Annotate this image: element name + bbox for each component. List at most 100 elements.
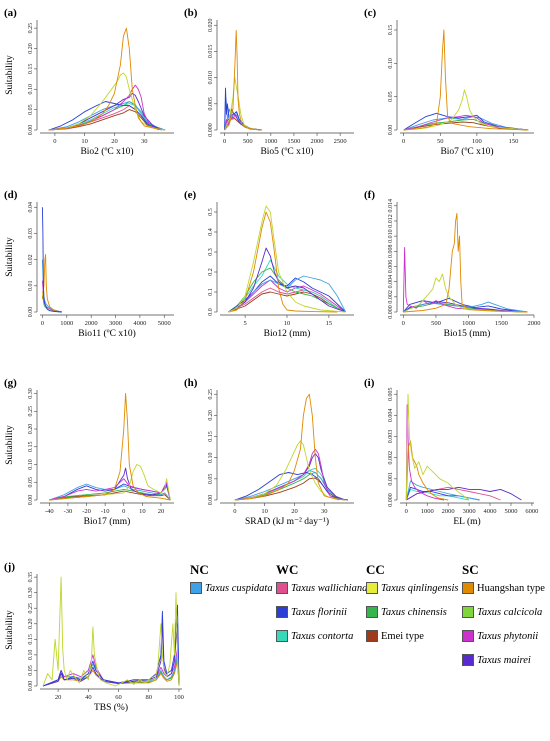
panel-tag: (c) (364, 7, 377, 19)
x-axis-label: Bio17 (mm) (84, 516, 131, 527)
y-tick-label: 0.1 (208, 288, 214, 296)
x-tick-label: 10 (81, 138, 88, 145)
panel-c: (c) Bio7 (ºC x10) 0.00 0.05 0.10 0.15 0 50 100 15… (364, 7, 534, 157)
y-tick-label: 0.006 (388, 260, 394, 274)
panel-d: (d) Suitability Bio11 (ºC x10) 0.00 0.01 0.02… (4, 189, 174, 339)
panel-tag: (a) (4, 7, 17, 19)
y-tick-label: 0.05 (28, 477, 34, 488)
legend-swatch (276, 582, 288, 594)
legend-label: Taxus wallichiana (291, 582, 368, 594)
y-tick-label: 0.15 (28, 64, 34, 75)
legend: NC Taxus cuspidata WC Taxus wallichiana Taxu… (190, 562, 550, 682)
x-tick-label: 2000 (311, 138, 324, 145)
legend-item: Taxus wallichiana (276, 582, 367, 594)
x-tick-label: 30 (141, 138, 148, 145)
legend-item: Taxus cuspidata (190, 582, 273, 594)
legend-swatch (190, 582, 202, 594)
series-line (42, 576, 180, 687)
y-tick-label: 0.014 (388, 199, 394, 213)
series-line (48, 109, 166, 131)
y-tick-label: 0.02 (28, 254, 34, 265)
x-tick-label: 10 (139, 508, 146, 515)
series-line (48, 101, 166, 131)
legend-label: Taxus cuspidata (205, 582, 273, 594)
y-tick-label: 0.000 (208, 123, 214, 137)
x-axis-label: Bio7 (ºC x10) (440, 146, 493, 157)
x-tick-label: 5000 (158, 320, 171, 327)
legend-label: Huangshan type (477, 582, 545, 594)
y-tick-label: 0.05 (28, 104, 34, 115)
x-tick-label: 3000 (109, 320, 122, 327)
series-line (403, 116, 529, 131)
legend-label: Taxus qinlingensis (381, 582, 459, 594)
x-tick-label: 0 (233, 508, 236, 515)
panel-tag: (f) (364, 189, 375, 201)
legend-swatch (462, 630, 474, 642)
x-tick-label: 500 (243, 138, 253, 145)
legend-label: Taxus florinii (291, 606, 347, 618)
x-tick-label: 5000 (504, 508, 517, 515)
y-tick-label: 0.002 (388, 451, 394, 465)
y-tick-label: 0.002 (388, 290, 394, 304)
legend-label: Emei type (381, 630, 424, 642)
series-line (224, 87, 262, 131)
y-tick-label: 0.000 (388, 305, 394, 319)
x-tick-label: -30 (64, 508, 73, 515)
legend-group-wc: WC (276, 562, 299, 577)
series-line (234, 393, 346, 501)
legend-swatch (366, 630, 378, 642)
x-tick-label: 0 (53, 138, 56, 145)
x-tick-label: 0 (402, 320, 405, 327)
y-tick-label: 0.2 (208, 268, 214, 276)
series-line (406, 486, 501, 501)
x-tick-label: 2500 (334, 138, 347, 145)
x-tick-label: 1000 (462, 320, 475, 327)
panel-tag: (j) (4, 561, 15, 573)
panel-i: (i) EL (m) 0.000 0.001 0.002 0.003 0.004 0.005 0… (364, 377, 538, 527)
series-line (41, 253, 62, 313)
panel-b: (b) Bio5 (ºC x10) 0.000 0.005 0.010 0.015 0.02… (184, 7, 354, 157)
x-axis-label: TBS (%) (94, 702, 128, 713)
x-tick-label: 2000 (85, 320, 98, 327)
legend-label: Taxus chinensis (381, 606, 447, 618)
x-tick-label: -10 (101, 508, 110, 515)
series-line (224, 30, 262, 131)
series-line (234, 448, 340, 501)
y-tick-label: 0.00 (208, 495, 214, 506)
x-axis-label: Bio5 (ºC x10) (260, 146, 313, 157)
y-tick-label: 0.25 (28, 603, 34, 614)
x-tick-label: 1000 (264, 138, 277, 145)
x-tick-label: 150 (509, 138, 519, 145)
y-tick-label: 0.10 (388, 58, 394, 68)
y-tick-label: 0.00 (388, 125, 394, 136)
legend-item: Taxus contorta (276, 630, 353, 642)
legend-item: Huangshan type (462, 582, 545, 594)
x-axis-label: Bio12 (mm) (264, 328, 311, 339)
legend-group-cc: CC (366, 562, 385, 577)
y-tick-label: 0.00 (28, 495, 34, 506)
y-tick-label: 0.005 (208, 97, 214, 111)
y-tick-label: 0.00 (28, 125, 34, 136)
panel-a: (a) Suitability Bio2 (ºC x10) 0.00 0.05 0.10 0… (4, 7, 174, 157)
panel-g: (g) Suitability Bio17 (mm) 0.00 0.05 0.10 0.15… (4, 377, 174, 527)
panel-h: (h) SRAD (kJ m⁻² day⁻¹) 0.00 0.05 0.10 0.15 0.… (184, 377, 354, 527)
y-tick-label: 0.03 (28, 228, 34, 239)
x-tick-label: 30 (321, 508, 328, 515)
y-tick-label: 0.5 (208, 208, 214, 216)
y-tick-label: 0.25 (28, 406, 34, 417)
legend-item: Taxus calcicola (462, 606, 542, 618)
legend-label: Taxus mairei (477, 654, 531, 666)
y-tick-label: 0.20 (208, 410, 214, 421)
x-axis-label: Bio2 (ºC x10) (80, 146, 133, 157)
x-tick-label: 10 (284, 320, 291, 327)
series-line (403, 29, 529, 131)
panel-tag: (h) (184, 377, 198, 389)
x-tick-label: 80 (146, 694, 153, 701)
x-axis-label: EL (m) (453, 516, 480, 527)
x-tick-label: 0 (402, 138, 405, 145)
legend-item: Taxus chinensis (366, 606, 447, 618)
x-tick-label: 4000 (484, 508, 497, 515)
x-tick-label: -40 (45, 508, 54, 515)
